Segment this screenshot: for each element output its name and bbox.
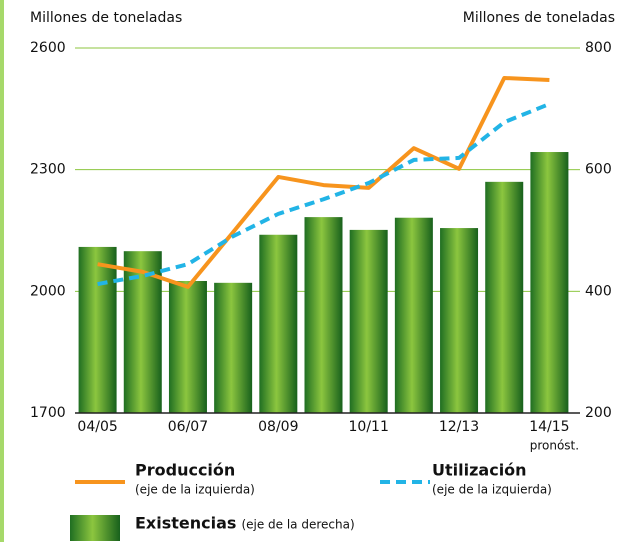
annotation: pronóst. bbox=[530, 439, 579, 453]
left-stripe bbox=[0, 0, 4, 542]
legend-note: (eje de la izquierda) bbox=[135, 483, 255, 497]
y-tick-label: 1700 bbox=[30, 405, 66, 421]
bar bbox=[394, 217, 433, 413]
bar bbox=[485, 181, 524, 413]
legend-swatch bbox=[70, 515, 120, 541]
legend-label: Utilización bbox=[432, 461, 527, 480]
x-tick-label: 10/11 bbox=[349, 419, 389, 435]
bar bbox=[259, 234, 298, 413]
x-tick-label: 06/07 bbox=[168, 419, 208, 435]
bar bbox=[78, 246, 117, 413]
y-tick-label: 2000 bbox=[30, 283, 66, 299]
y-axis-title: Millones de toneladas bbox=[30, 10, 182, 26]
legend-label: Producción bbox=[135, 461, 235, 480]
line-series bbox=[97, 76, 550, 289]
x-tick-label: 04/05 bbox=[77, 419, 117, 435]
bar bbox=[530, 152, 569, 413]
bar bbox=[168, 280, 207, 413]
x-tick-label: 14/15 bbox=[529, 419, 569, 435]
x-tick-label: 12/13 bbox=[439, 419, 479, 435]
line-series bbox=[97, 102, 551, 287]
y2-axis-title: Millones de toneladas bbox=[463, 10, 615, 26]
x-tick-label: 08/09 bbox=[258, 419, 298, 435]
legend-label: Existencias bbox=[135, 514, 236, 533]
y2-tick-label: 800 bbox=[585, 40, 612, 56]
bar bbox=[214, 282, 253, 413]
legend-note: (eje de la izquierda) bbox=[432, 483, 552, 497]
y2-tick-label: 600 bbox=[585, 162, 612, 178]
bar bbox=[440, 228, 479, 413]
y2-tick-label: 400 bbox=[585, 283, 612, 299]
bar bbox=[349, 229, 388, 413]
y-tick-label: 2600 bbox=[30, 40, 66, 56]
y2-tick-label: 200 bbox=[585, 405, 612, 421]
y-tick-label: 2300 bbox=[30, 162, 66, 178]
legend-note: (eje de la derecha) bbox=[241, 518, 354, 532]
bar bbox=[304, 217, 343, 413]
